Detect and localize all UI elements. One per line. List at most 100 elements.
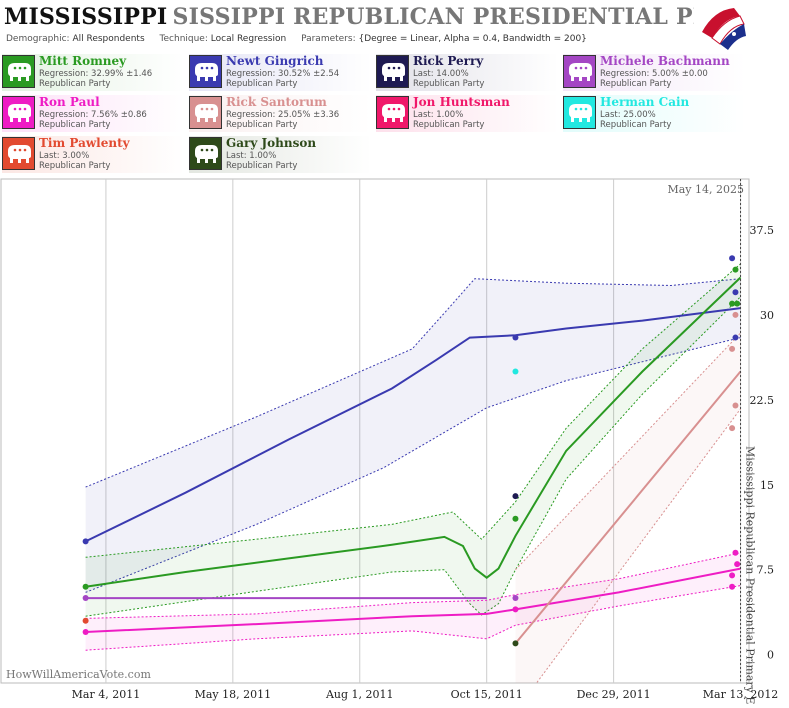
elephant-icon bbox=[563, 55, 596, 88]
elephant-icon bbox=[376, 55, 409, 88]
data-point-tim-pawlenty bbox=[82, 617, 89, 624]
candidate-party: Republican Party bbox=[413, 120, 485, 130]
y-tick-label: 15 bbox=[760, 479, 774, 492]
data-point-gary-johnson bbox=[512, 640, 519, 647]
upper-bound-rick-santorum bbox=[515, 332, 741, 571]
y-tick-label: 7.5 bbox=[757, 564, 775, 577]
parameters-value: {Degree = Linear, Alpha = 0.4, Bandwidth… bbox=[358, 34, 587, 44]
elephant-icon bbox=[2, 55, 35, 88]
elephant-icon bbox=[376, 96, 409, 129]
data-point-rick-santorum bbox=[729, 425, 736, 432]
candidate-name: Rick Perry bbox=[413, 54, 484, 68]
data-point-mitt-romney bbox=[729, 300, 736, 307]
candidate-card-herman-cain[interactable]: Herman Cain Last: 25.00% Republican Party bbox=[563, 95, 746, 132]
candidate-name: Tim Pawlenty bbox=[39, 136, 130, 150]
elephant-icon bbox=[189, 137, 222, 170]
elephant-icon bbox=[189, 96, 222, 129]
candidate-stat: Regression: 32.99% ±1.46 bbox=[39, 69, 153, 79]
flag-icon bbox=[694, 2, 748, 52]
candidate-card-michele-bachmann[interactable]: Michele Bachmann Regression: 5.00% ±0.00 R… bbox=[563, 54, 746, 91]
candidate-card-jon-huntsman[interactable]: Jon Huntsman Last: 1.00% Republican Party bbox=[376, 95, 559, 132]
candidate-card-gary-johnson[interactable]: Gary Johnson Last: 1.00% Republican Party bbox=[189, 136, 372, 173]
confidence-band-mitt-romney bbox=[85, 263, 741, 617]
candidate-party: Republican Party bbox=[39, 120, 111, 130]
x-tick-label: Mar 4, 2011 bbox=[72, 688, 141, 701]
data-point-michele-bachmann bbox=[82, 595, 89, 602]
data-point-michele-bachmann bbox=[512, 595, 519, 602]
y-tick-label: 22.5 bbox=[750, 394, 775, 407]
parameters-line: Demographic: All Respondents Technique: … bbox=[6, 34, 587, 44]
candidate-stat: Last: 1.00% bbox=[413, 110, 464, 120]
data-point-newt-gingrich bbox=[512, 334, 519, 341]
data-point-ron-paul bbox=[82, 629, 89, 636]
candidate-card-rick-perry[interactable]: Rick Perry Last: 14.00% Republican Party bbox=[376, 54, 559, 91]
upper-bound-ron-paul bbox=[85, 552, 741, 619]
series-line-newt-gingrich bbox=[85, 307, 741, 543]
candidate-name: Jon Huntsman bbox=[413, 95, 510, 109]
x-tick-label: May 18, 2011 bbox=[195, 688, 272, 701]
candidate-name: Newt Gingrich bbox=[226, 54, 324, 68]
technique-value: Local Regression bbox=[210, 34, 287, 44]
elephant-icon bbox=[2, 96, 35, 129]
elephant-icon bbox=[2, 137, 35, 170]
chart-area: Mar 4, 2011 May 18, 2011 Aug 1, 2011 Oct 15… bbox=[0, 178, 789, 708]
y-tick-label: 0 bbox=[767, 649, 774, 662]
x-tick-label: Dec 29, 2011 bbox=[577, 688, 651, 701]
title-sub: SISSIPPI REPUBLICAN PRESIDENTIAL PRIMARY… bbox=[172, 4, 744, 30]
elephant-icon bbox=[189, 55, 222, 88]
demographic-value: All Respondents bbox=[72, 34, 145, 44]
candidate-stat: Regression: 7.56% ±0.86 bbox=[39, 110, 147, 120]
candidate-name: Rick Santorum bbox=[226, 95, 327, 109]
upper-bound-newt-gingrich bbox=[85, 278, 741, 488]
candidate-card-rick-santorum[interactable]: Rick Santorum Regression: 25.05% ±3.36 Rep… bbox=[189, 95, 372, 132]
confidence-band-newt-gingrich bbox=[85, 278, 741, 593]
data-point-mitt-romney bbox=[732, 266, 739, 273]
x-tick-label: Mar 13, 2012 bbox=[703, 688, 779, 701]
data-point-ron-paul bbox=[729, 572, 736, 579]
data-point-ron-paul bbox=[734, 561, 741, 568]
data-point-mitt-romney bbox=[82, 583, 89, 590]
candidate-name: Mitt Romney bbox=[39, 54, 127, 68]
data-point-mitt-romney bbox=[734, 300, 741, 307]
candidate-card-mitt-romney[interactable]: Mitt Romney Regression: 32.99% ±1.46 Repub… bbox=[2, 54, 185, 91]
upper-bound-mitt-romney bbox=[85, 263, 741, 558]
data-point-newt-gingrich bbox=[729, 255, 736, 262]
data-point-rick-santorum bbox=[732, 402, 739, 409]
lower-bound-rick-santorum bbox=[535, 408, 741, 683]
candidate-name: Ron Paul bbox=[39, 95, 100, 109]
data-point-ron-paul bbox=[512, 606, 519, 613]
elephant-icon bbox=[563, 96, 596, 129]
data-point-newt-gingrich bbox=[732, 334, 739, 341]
data-point-ron-paul bbox=[732, 549, 739, 556]
candidate-stat: Last: 3.00% bbox=[39, 151, 90, 161]
y-tick-label: 37.5 bbox=[750, 224, 775, 237]
series-line-rick-santorum bbox=[514, 370, 742, 645]
data-point-herman-cain bbox=[512, 368, 519, 375]
candidate-stat: Regression: 25.05% ±3.36 bbox=[226, 110, 340, 120]
candidate-party: Republican Party bbox=[226, 120, 298, 130]
y-tick-label: 30 bbox=[760, 309, 774, 322]
election-label: Mississippi Republican Presidential Prim… bbox=[744, 446, 757, 704]
confidence-band-ron-paul bbox=[85, 552, 741, 651]
series-line-mitt-romney bbox=[85, 276, 742, 588]
current-date-label: May 14, 2025 bbox=[667, 183, 744, 196]
candidate-party: Republican Party bbox=[600, 79, 672, 89]
candidate-stat: Regression: 30.52% ±2.54 bbox=[226, 69, 340, 79]
data-point-rick-santorum bbox=[732, 311, 739, 318]
watermark: HowWillAmericaVote.com bbox=[6, 668, 151, 681]
candidate-party: Republican Party bbox=[39, 79, 111, 89]
candidate-card-ron-paul[interactable]: Ron Paul Regression: 7.56% ±0.86 Republica… bbox=[2, 95, 185, 132]
series-line-ron-paul bbox=[85, 567, 741, 633]
candidate-card-newt-gingrich[interactable]: Newt Gingrich Regression: 30.52% ±2.54 Rep… bbox=[189, 54, 372, 91]
candidate-party: Republican Party bbox=[600, 120, 672, 130]
candidate-stat: Last: 25.00% bbox=[600, 110, 656, 120]
candidate-name: Gary Johnson bbox=[226, 136, 317, 150]
data-point-rick-santorum bbox=[729, 345, 736, 352]
candidate-card-tim-pawlenty[interactable]: Tim Pawlenty Last: 3.00% Republican Party bbox=[2, 136, 185, 173]
data-point-mitt-romney bbox=[512, 515, 519, 522]
candidate-party: Republican Party bbox=[39, 161, 111, 171]
candidate-stat: Last: 14.00% bbox=[413, 69, 469, 79]
candidate-name: Michele Bachmann bbox=[600, 54, 730, 68]
candidate-party: Republican Party bbox=[413, 79, 485, 89]
candidate-party: Republican Party bbox=[226, 79, 298, 89]
